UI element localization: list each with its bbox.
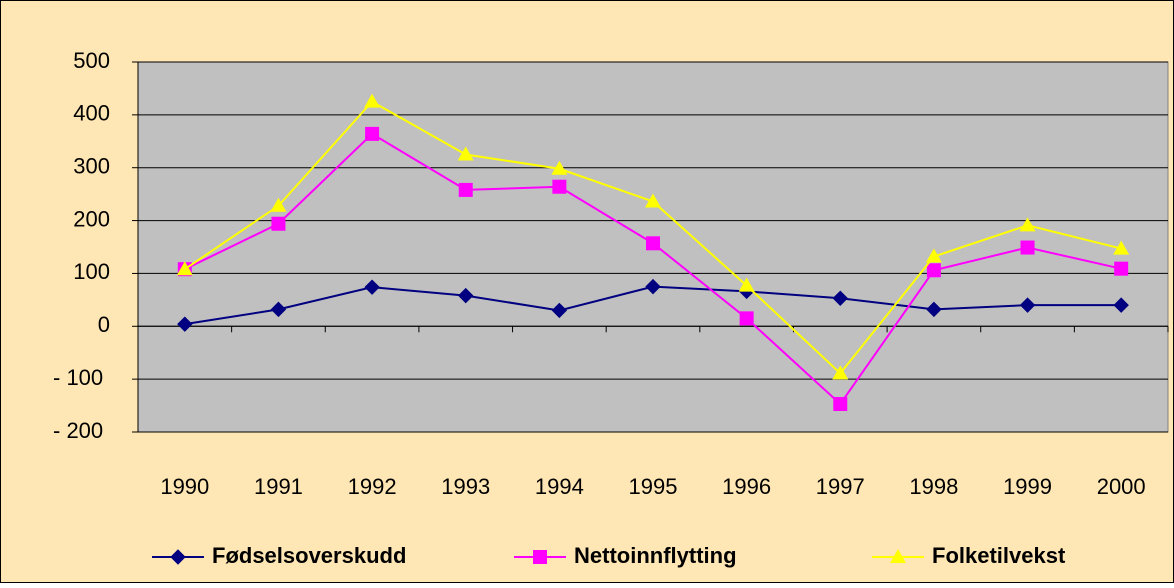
data-point — [738, 277, 755, 292]
data-point — [364, 93, 381, 108]
data-point — [1113, 240, 1130, 255]
legend-marker — [890, 549, 906, 563]
data-point — [739, 311, 754, 326]
legend-marker — [533, 550, 547, 564]
legend-label: Folketilvekst — [932, 543, 1066, 568]
y-tick-label: 300 — [73, 154, 110, 179]
data-point — [832, 290, 848, 306]
x-tick-label: 1994 — [535, 474, 584, 499]
y-tick-label: 100 — [73, 259, 110, 284]
data-point — [645, 278, 661, 295]
x-tick-label: 1991 — [254, 474, 303, 499]
data-point — [1020, 240, 1035, 255]
data-point — [552, 179, 567, 194]
data-point — [271, 216, 286, 231]
data-point — [551, 160, 568, 175]
data-point — [1019, 217, 1036, 232]
y-tick-label: 0 — [98, 312, 110, 337]
x-tick-label: 2000 — [1097, 474, 1146, 499]
x-tick-label: 1993 — [441, 474, 490, 499]
data-point — [832, 365, 849, 380]
x-tick-label: 1998 — [909, 474, 958, 499]
data-point — [365, 126, 380, 141]
x-tick-label: 1997 — [816, 474, 865, 499]
data-point — [364, 279, 380, 295]
data-point — [458, 182, 473, 197]
legend-marker — [170, 549, 186, 565]
y-tick-label: 500 — [73, 48, 110, 73]
data-point — [1113, 297, 1129, 313]
x-tick-label: 1999 — [1003, 474, 1052, 499]
y-tick-label: - 100 — [53, 365, 103, 390]
x-tick-label: 1996 — [722, 474, 771, 499]
data-point — [176, 261, 193, 276]
data-point — [270, 301, 287, 318]
data-point — [926, 301, 942, 318]
data-point — [645, 193, 661, 208]
x-tick-label: 1992 — [348, 474, 397, 499]
x-tick-label: 1990 — [160, 474, 209, 499]
y-tick-label: 400 — [73, 101, 110, 126]
data-point — [1019, 297, 1036, 313]
data-point — [177, 316, 193, 332]
data-point — [551, 302, 568, 319]
legend-label: Fødselsoverskudd — [212, 543, 406, 568]
data-point — [457, 146, 474, 161]
data-point — [1114, 261, 1129, 276]
data-point — [925, 248, 942, 263]
data-point — [646, 236, 660, 251]
data-point — [926, 263, 941, 278]
data-point — [270, 197, 287, 212]
y-tick-label: - 200 — [53, 418, 103, 443]
x-tick-label: 1995 — [629, 474, 678, 499]
legend-label: Nettoinnflytting — [574, 543, 737, 568]
y-tick-label: 200 — [73, 206, 110, 231]
data-point — [833, 396, 848, 411]
data-point — [458, 287, 474, 304]
